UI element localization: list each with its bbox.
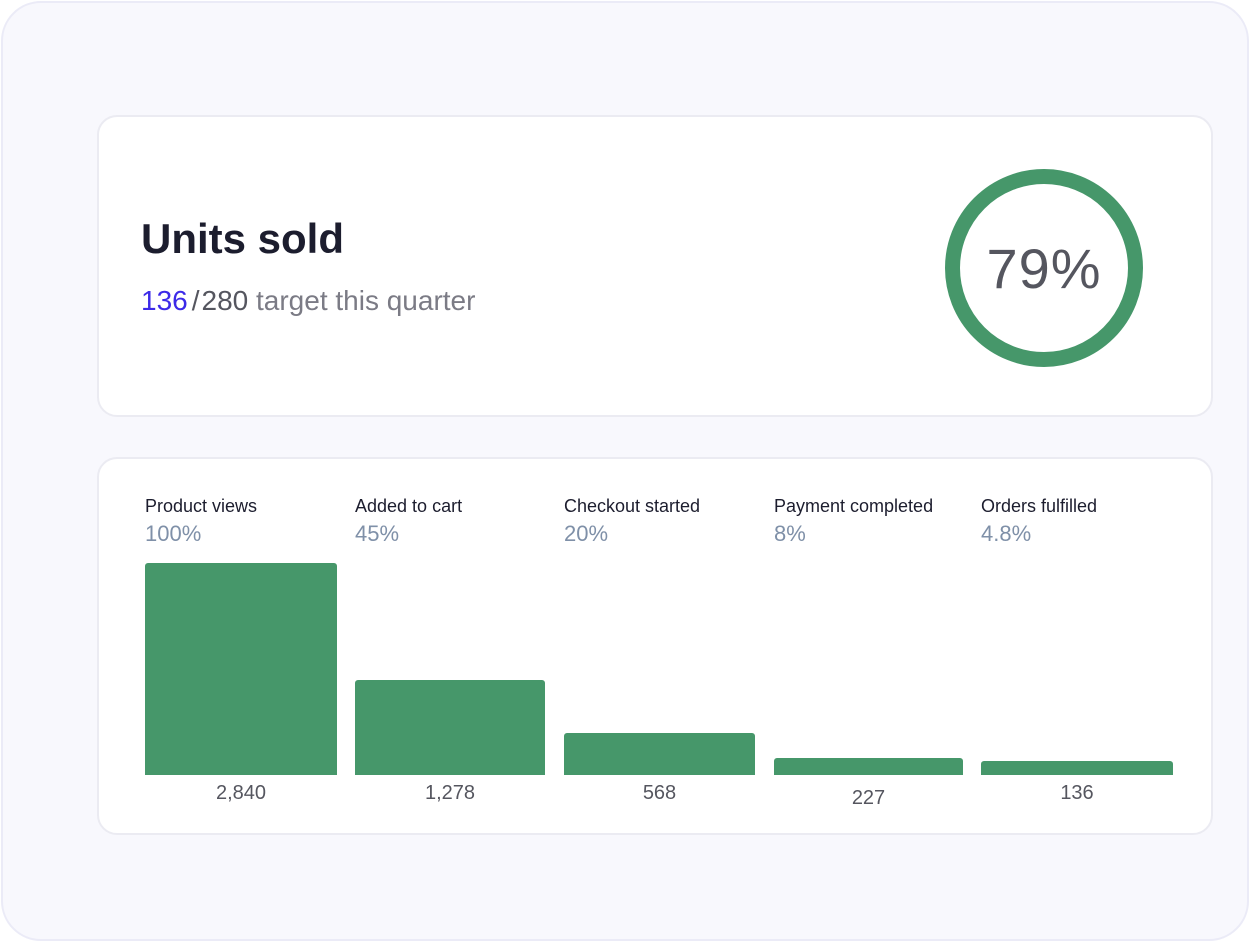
funnel-bar: [981, 761, 1173, 775]
units-sold-card: Units sold 136/280 target this quarter 7…: [97, 115, 1213, 417]
bar-value-label: 568: [642, 782, 677, 804]
stage-label: Payment completed: [774, 496, 934, 516]
conversion-funnel-card: Product views 100% 2,840 Added to cart 45% 1,…: [97, 457, 1213, 835]
funnel-bar: [564, 733, 755, 775]
bar-value-label: 1,278: [424, 782, 476, 804]
funnel-bar: [774, 758, 963, 775]
units-separator: /: [191, 285, 200, 316]
units-progress-text: 136/280 target this quarter: [141, 283, 475, 319]
stage-label: Product views: [145, 496, 258, 516]
stage-label: Orders fulfilled: [981, 496, 1098, 516]
stage-percent: 20%: [564, 521, 609, 546]
bar-value-label: 227: [851, 787, 886, 809]
stage-label: Added to cart: [355, 496, 463, 516]
units-current: 136: [141, 285, 188, 316]
progress-ring-track: [945, 169, 1143, 367]
card-title: Units sold: [141, 215, 345, 262]
stage-percent: 4.8%: [981, 521, 1032, 546]
progress-ring: [945, 169, 1143, 367]
funnel-bar: [145, 563, 337, 775]
bar-value-label: 136: [1060, 782, 1094, 804]
progress-percent: 79%: [986, 236, 1102, 300]
stage-percent: 45%: [355, 521, 400, 546]
units-target: 280: [201, 285, 249, 316]
funnel-bar: [355, 680, 545, 775]
stage-label: Checkout started: [564, 496, 701, 516]
stage-percent: 100%: [145, 521, 202, 546]
units-target-caption: target this quarter: [248, 285, 476, 316]
bar-value-label: 2,840: [215, 782, 267, 804]
stage-percent: 8%: [774, 521, 806, 546]
